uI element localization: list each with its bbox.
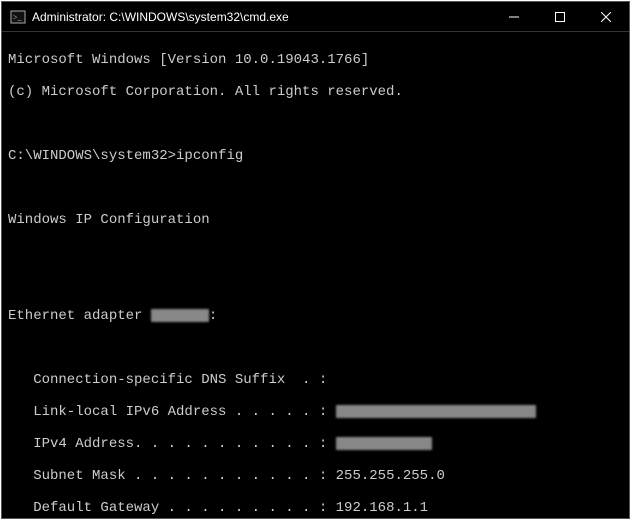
copyright-line: (c) Microsoft Corporation. All rights re… — [8, 84, 623, 100]
maximize-button[interactable] — [537, 2, 583, 31]
svg-text:>_: >_ — [13, 13, 23, 22]
minimize-button[interactable] — [491, 2, 537, 31]
prompt-command: ipconfig — [176, 148, 243, 164]
redacted-ipv4 — [336, 437, 432, 450]
close-button[interactable] — [583, 2, 629, 31]
cmd-icon: >_ — [10, 9, 26, 25]
gateway-value: 192.168.1.1 — [336, 500, 428, 516]
ipconfig-title: Windows IP Configuration — [8, 212, 623, 228]
eth-ipv6: Link-local IPv6 Address . . . . . : — [8, 404, 623, 420]
prompt-path: C:\WINDOWS\system32> — [8, 148, 176, 164]
eth-dns-suffix: Connection-specific DNS Suffix . : — [8, 372, 623, 388]
cmd-window: >_ Administrator: C:\WINDOWS\system32\cm… — [1, 1, 630, 519]
version-line: Microsoft Windows [Version 10.0.19043.17… — [8, 52, 623, 68]
subnet-value: 255.255.255.0 — [336, 468, 445, 484]
eth-ipv4: IPv4 Address. . . . . . . . . . . : — [8, 436, 623, 452]
ethernet-adapter-header: Ethernet adapter : — [8, 308, 623, 324]
window-title: Administrator: C:\WINDOWS\system32\cmd.e… — [32, 10, 491, 24]
eth-subnet: Subnet Mask . . . . . . . . . . . : 255.… — [8, 468, 623, 484]
eth-gateway: Default Gateway . . . . . . . . . : 192.… — [8, 500, 623, 516]
window-controls — [491, 2, 629, 31]
titlebar[interactable]: >_ Administrator: C:\WINDOWS\system32\cm… — [2, 2, 629, 32]
terminal-output[interactable]: Microsoft Windows [Version 10.0.19043.17… — [2, 32, 629, 518]
prompt-line-1: C:\WINDOWS\system32>ipconfig — [8, 148, 623, 164]
redacted-adapter-name — [151, 309, 209, 322]
redacted-ipv6 — [336, 405, 536, 418]
